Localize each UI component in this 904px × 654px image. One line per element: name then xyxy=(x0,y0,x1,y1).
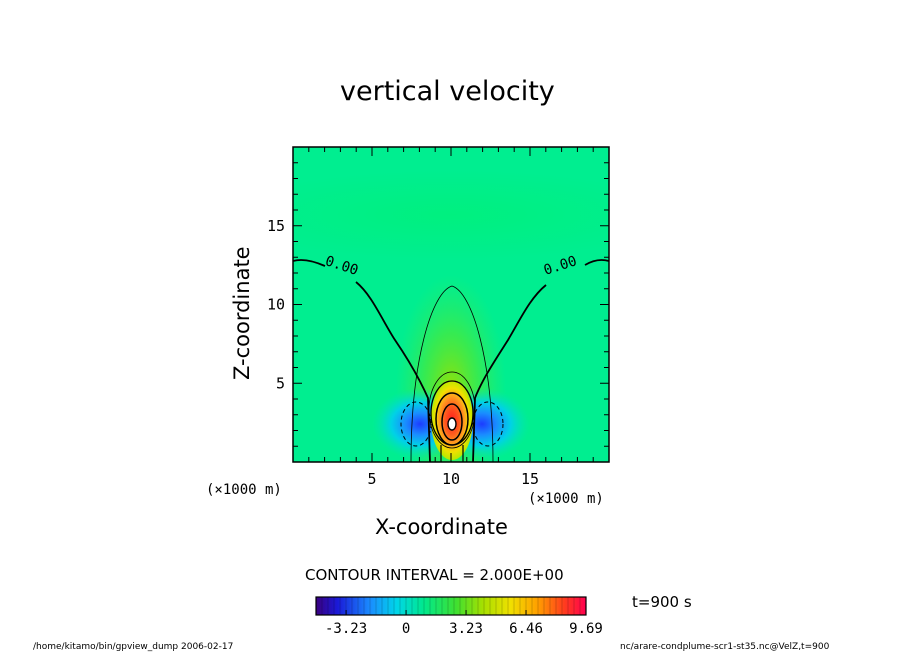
field-upper-band xyxy=(293,170,609,260)
y-tick-label: 10 xyxy=(267,296,285,314)
x-axis-label: X-coordinate xyxy=(375,515,508,539)
y-tick-label: 15 xyxy=(267,217,285,235)
heatmap-field xyxy=(293,147,609,462)
contour-neg-right xyxy=(472,401,504,447)
chart-title: vertical velocity xyxy=(340,76,555,107)
contour-core-6 xyxy=(435,392,469,446)
colorbar-tick-label: 9.69 xyxy=(569,621,603,637)
contour-core-10 xyxy=(447,417,457,431)
x-tick-label: 10 xyxy=(442,470,460,488)
colorbar-tick-label: 3.23 xyxy=(449,621,483,637)
contour-neg-left xyxy=(400,401,432,447)
contour-plume-thin xyxy=(410,285,494,462)
colorbar-tick-label: 6.46 xyxy=(509,621,543,637)
colorbar-ticks: -3.23 0 3.23 6.46 9.69 xyxy=(325,610,603,637)
colorbar-tick-label: 0 xyxy=(402,621,410,637)
contour-lines xyxy=(293,259,609,462)
colorbar xyxy=(315,596,587,616)
y-tick-label: 5 xyxy=(276,374,285,392)
footer-left: /home/kitamo/bin/gpview_dump 2006-02-17 xyxy=(33,642,234,652)
y-axis-label: Z-coordinate xyxy=(230,246,254,380)
x-tick-label: 5 xyxy=(367,470,376,488)
time-label: t=900 s xyxy=(632,593,692,611)
contour-zero-right xyxy=(472,259,609,462)
footer-right: nc/arare-condplume-scr1-st35.nc@VelZ,t=9… xyxy=(620,642,830,652)
y-units-label: (×1000 m) xyxy=(206,482,282,498)
colorbar-tick-label: -3.23 xyxy=(325,621,367,637)
x-units-label: (×1000 m) xyxy=(528,491,604,507)
contour-interval-text: CONTOUR INTERVAL = 2.000E+00 xyxy=(305,566,564,584)
contour-zero-left xyxy=(293,259,431,462)
contour-plume-2 xyxy=(428,371,476,449)
axis-ticks: 5 10 15 5 10 15 xyxy=(267,147,609,488)
x-tick-label: 15 xyxy=(521,470,539,488)
contour-core-8 xyxy=(441,403,463,441)
